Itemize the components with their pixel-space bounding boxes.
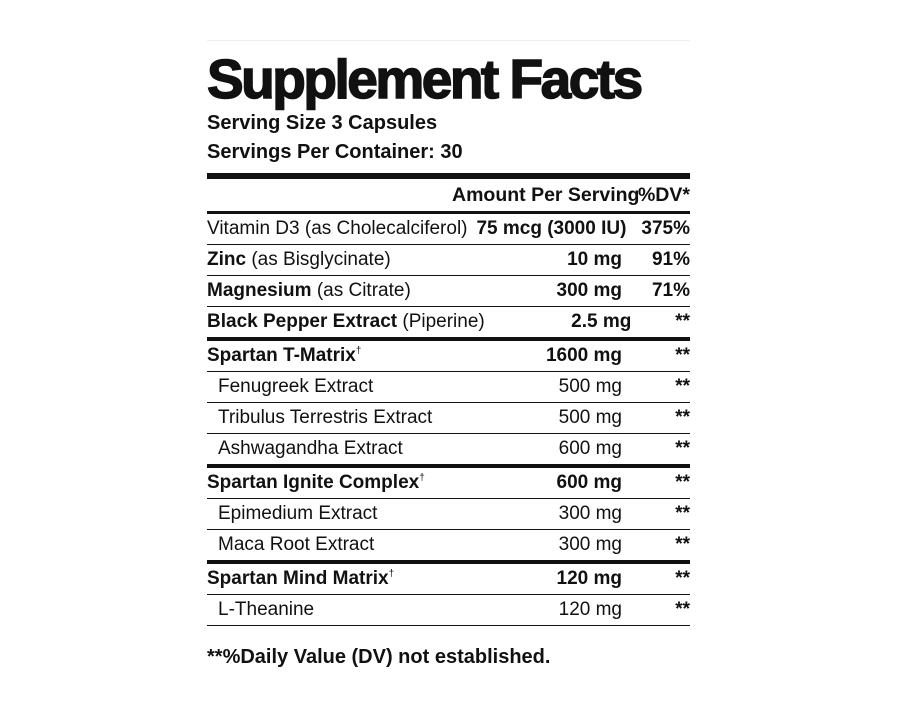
row: Fenugreek Extract 500 mg ** bbox=[207, 372, 690, 403]
ingredient-name: Fenugreek Extract bbox=[218, 376, 374, 397]
daily-value: ** bbox=[675, 311, 690, 332]
amount: 300 mg bbox=[558, 534, 622, 555]
amount: 500 mg bbox=[558, 407, 622, 428]
ingredient-name: L-Theanine bbox=[218, 599, 315, 620]
name-cell: Black Pepper Extract (Piperine) bbox=[207, 311, 485, 333]
amount: 120 mg bbox=[556, 568, 622, 589]
name-cell: L-Theanine bbox=[207, 599, 452, 621]
name-cell: Magnesium (as Citrate) bbox=[207, 280, 452, 302]
ingredient-name: Vitamin D3 bbox=[207, 218, 300, 239]
amount: 2.5 mg bbox=[571, 311, 632, 332]
superscript: † bbox=[355, 345, 362, 357]
daily-value: 71% bbox=[651, 280, 690, 301]
superscript: † bbox=[388, 568, 395, 580]
name-cell: Epimedium Extract bbox=[207, 503, 452, 525]
name-cell: Spartan Ignite Complex† bbox=[207, 472, 452, 494]
ingredient-name: Black Pepper Extract bbox=[207, 311, 398, 332]
amount: 300 mg bbox=[556, 280, 622, 301]
ingredient-name: Spartan Mind Matrix bbox=[207, 568, 389, 589]
row: Black Pepper Extract (Piperine) 2.5 mg ** bbox=[207, 307, 690, 338]
row: L-Theanine 120 mg ** bbox=[207, 595, 690, 626]
daily-value: ** bbox=[675, 503, 690, 524]
amount: 500 mg bbox=[558, 376, 622, 397]
name-cell: Tribulus Terrestris Extract bbox=[207, 407, 452, 429]
row: Spartan T-Matrix† 1600 mg ** bbox=[207, 338, 690, 372]
row: Magnesium (as Citrate) 300 mg 71% bbox=[207, 276, 690, 307]
ingredient-name: Maca Root Extract bbox=[218, 534, 375, 555]
amount: 600 mg bbox=[558, 438, 622, 459]
ingredient-name: Tribulus Terrestris Extract bbox=[218, 407, 433, 428]
amount: 10 mg bbox=[567, 249, 622, 270]
amount: 1600 mg bbox=[545, 345, 622, 366]
ingredient-name: Spartan T-Matrix bbox=[207, 345, 356, 366]
ingredient-name: Magnesium bbox=[207, 280, 312, 301]
row: Zinc (as Bisglycinate) 10 mg 91% bbox=[207, 245, 690, 276]
daily-value: ** bbox=[675, 472, 690, 493]
name-cell: Vitamin D3 (as Cholecalciferol) bbox=[207, 218, 468, 240]
daily-value: ** bbox=[675, 599, 690, 620]
name-cell: Ashwagandha Extract bbox=[207, 438, 452, 460]
superscript: † bbox=[419, 472, 425, 484]
amount: 300 mg bbox=[558, 503, 622, 524]
daily-value: ** bbox=[675, 438, 690, 459]
name-cell: Spartan Mind Matrix† bbox=[207, 568, 452, 590]
ingredient-name: Spartan Ignite Complex bbox=[207, 472, 420, 493]
qualifier: (as Citrate) bbox=[316, 280, 411, 301]
daily-value: ** bbox=[675, 407, 690, 428]
divider bbox=[207, 173, 690, 179]
ingredient-name: Zinc bbox=[207, 249, 247, 270]
amount: 120 mg bbox=[558, 599, 622, 620]
name-cell: Fenugreek Extract bbox=[207, 376, 452, 398]
row: Spartan Mind Matrix† 120 mg ** bbox=[207, 561, 690, 595]
rows: Vitamin D3 (as Cholecalciferol) 75 mcg (3… bbox=[207, 214, 690, 626]
ingredient-name: Epimedium Extract bbox=[218, 503, 378, 524]
row: Spartan Ignite Complex† 600 mg ** bbox=[207, 465, 690, 499]
title: Supplement Facts bbox=[206, 48, 644, 110]
daily-value: ** bbox=[675, 534, 690, 555]
amount: 600 mg bbox=[556, 472, 622, 493]
name-cell: Zinc (as Bisglycinate) bbox=[207, 249, 452, 271]
qualifier: (as Bisglycinate) bbox=[251, 249, 391, 270]
header-row: Amount Per Serving %DV* bbox=[207, 179, 690, 214]
amount: 75 mcg (3000 IU) bbox=[476, 218, 627, 239]
daily-value: ** bbox=[675, 345, 690, 366]
row: Tribulus Terrestris Extract 500 mg ** bbox=[207, 403, 690, 434]
name-cell: Spartan T-Matrix† bbox=[207, 345, 452, 367]
footnote: **%Daily Value (DV) not established. bbox=[207, 646, 551, 668]
name-cell: Maca Root Extract bbox=[207, 534, 452, 556]
amount-header: Amount Per Serving bbox=[452, 183, 640, 206]
row: Epimedium Extract 300 mg ** bbox=[207, 499, 690, 530]
dv-header: %DV* bbox=[637, 183, 690, 206]
daily-value: ** bbox=[675, 568, 690, 589]
daily-value: ** bbox=[675, 376, 690, 397]
row: Maca Root Extract 300 mg ** bbox=[207, 530, 690, 561]
row: Vitamin D3 (as Cholecalciferol) 75 mcg (3… bbox=[207, 214, 690, 245]
supplement-label: Supplement Facts Serving Size 3 Capsules… bbox=[206, 40, 690, 669]
daily-value: 375% bbox=[641, 218, 690, 239]
serving-size: Serving Size 3 Capsules bbox=[207, 112, 438, 134]
ingredient-name: Ashwagandha Extract bbox=[218, 438, 403, 459]
row: Ashwagandha Extract 600 mg ** bbox=[207, 434, 690, 465]
qualifier: (Piperine) bbox=[402, 311, 485, 332]
daily-value: 91% bbox=[651, 249, 690, 270]
servings-per-container: Servings Per Container: 30 bbox=[207, 141, 463, 163]
qualifier: (as Cholecalciferol) bbox=[304, 218, 468, 239]
